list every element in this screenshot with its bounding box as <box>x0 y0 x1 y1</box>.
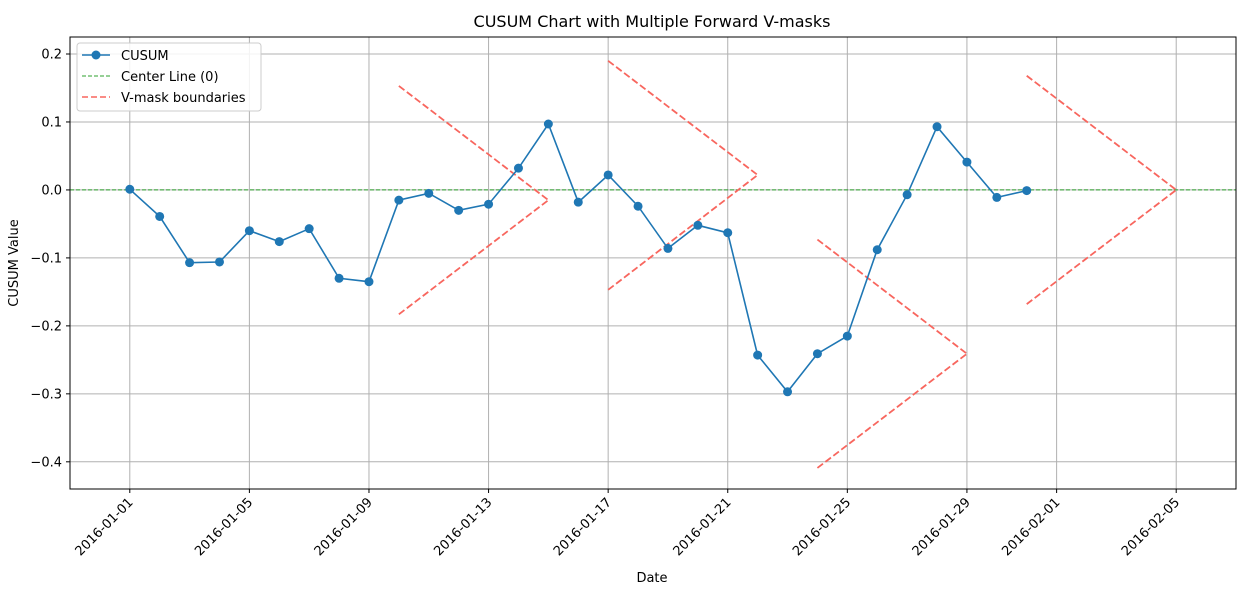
cusum-point <box>334 273 344 283</box>
cusum-point <box>603 170 613 180</box>
cusum-point <box>842 331 852 341</box>
cusum-point <box>125 184 135 194</box>
cusum-point <box>185 258 195 268</box>
cusum-point <box>454 205 464 215</box>
cusum-point <box>155 211 165 221</box>
cusum-point <box>633 201 643 211</box>
cusum-point <box>1022 186 1032 196</box>
cusum-point <box>394 195 404 205</box>
legend-cusum-label: CUSUM <box>121 49 169 64</box>
v-mask-boundary <box>607 174 759 291</box>
cusum-point <box>693 220 703 230</box>
cusum-point <box>424 188 434 198</box>
plot-area <box>70 60 1236 469</box>
cusum-point <box>992 192 1002 202</box>
x-axis-label: Date <box>636 571 667 586</box>
grid-lines <box>70 37 1236 489</box>
legend-vmask-label: V-mask boundaries <box>121 91 246 106</box>
legend-center-label: Center Line (0) <box>121 70 219 85</box>
cusum-point <box>573 197 583 207</box>
cusum-point <box>543 119 553 129</box>
cusum-point <box>244 226 254 236</box>
cusum-point <box>723 228 733 238</box>
cusum-point <box>932 122 942 132</box>
cusum-point <box>364 277 374 287</box>
legend: CUSUM Center Line (0) V-mask boundaries <box>76 42 262 112</box>
legend-box <box>76 42 262 112</box>
y-axis-ticks: 0.2 0.1 0.0 −0.1 −0.2 −0.3 −0.4 <box>30 47 70 470</box>
cusum-point <box>214 257 224 267</box>
legend-cusum-marker <box>91 50 101 60</box>
cusum-point <box>304 224 314 234</box>
cusum-point <box>484 199 494 209</box>
cusum-point <box>513 163 523 173</box>
axes-frame <box>69 36 1237 490</box>
y-tick-label: −0.3 <box>30 387 62 402</box>
v-mask-boundary <box>398 85 549 201</box>
v-mask-boundary <box>1026 189 1177 305</box>
y-tick-label: 0.1 <box>41 115 62 130</box>
cusum-point <box>902 190 912 200</box>
v-mask-boundary <box>607 60 759 176</box>
y-tick-label: −0.1 <box>30 251 62 266</box>
y-tick-label: −0.2 <box>30 319 62 334</box>
v-mask-boundary <box>816 353 968 469</box>
y-tick-label: 0.2 <box>41 47 62 62</box>
v-mask-boundary <box>816 238 968 355</box>
y-tick-label: −0.4 <box>30 455 62 470</box>
cusum-point <box>663 243 673 253</box>
y-tick-label: 0.0 <box>41 183 62 198</box>
y-axis-label: CUSUM Value <box>7 219 22 306</box>
chart-title: CUSUM Chart with Multiple Forward V-mask… <box>474 12 831 31</box>
cusum-point <box>812 349 822 359</box>
cusum-point <box>753 350 763 360</box>
cusum-point <box>872 245 882 255</box>
cusum-point <box>962 157 972 167</box>
v-mask-boundary <box>398 199 549 316</box>
v-mask-boundary <box>1026 75 1177 191</box>
cusum-point <box>783 387 793 397</box>
cusum-point <box>274 237 284 247</box>
